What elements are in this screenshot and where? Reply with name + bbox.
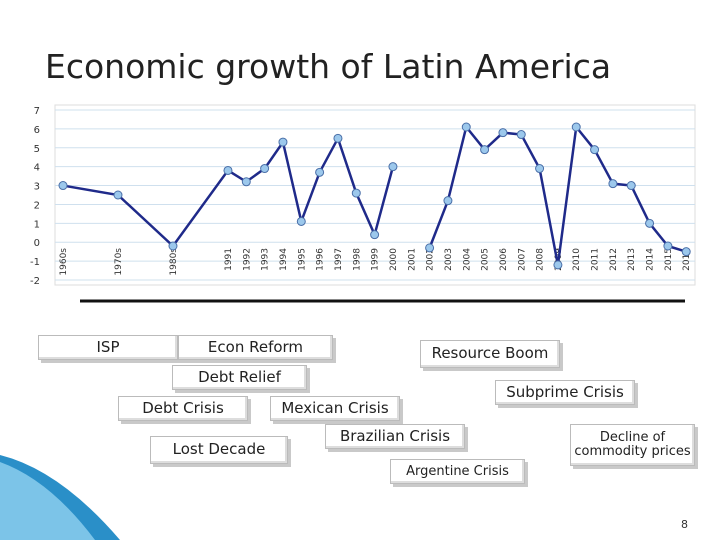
x-tick-label: 1998 [352,248,362,271]
y-tick-label: -2 [30,276,40,287]
y-tick-label: -1 [30,257,40,268]
x-tick-label: 2012 [609,248,619,271]
y-tick-label: 6 [34,125,40,136]
page-number: 8 [681,518,688,531]
annotation-box: ISP [38,335,178,360]
data-point [388,162,398,172]
x-tick-label: 1997 [334,248,344,271]
x-tick-label: 2006 [499,248,509,271]
data-point [223,165,233,175]
data-point [241,177,251,187]
y-tick-label: 4 [34,163,40,174]
x-tick-label: 2008 [536,248,546,271]
x-tick-label: 2016 [682,248,692,271]
annotation-box: Brazilian Crisis [325,424,465,449]
data-point [626,181,636,191]
y-tick-label: 5 [34,144,40,155]
x-tick-label: 1980s [169,248,179,276]
data-point [571,122,581,132]
x-tick-label: 1999 [371,248,381,271]
data-point [113,190,123,200]
x-tick-label: 1960s [59,248,69,276]
x-tick-label: 2010 [572,248,582,271]
x-tick-label: 2011 [591,248,601,271]
data-point [315,167,325,177]
x-tick-label: 1992 [242,248,252,271]
corner-decoration [0,462,95,540]
y-tick-label: 2 [34,200,40,211]
x-tick-label: 2005 [481,248,491,271]
annotation-box: Lost Decade [150,436,288,464]
x-tick-label: 2001 [407,248,417,271]
x-tick-label: 1996 [316,248,326,271]
y-tick-label: 3 [34,182,40,193]
data-point [168,241,178,251]
chart-title: Economic growth of Latin America [45,47,611,86]
y-tick-label: 1 [34,219,40,230]
x-tick-label: 2000 [389,248,399,271]
annotation-box: Resource Boom [420,340,560,368]
data-point [443,196,453,206]
x-tick-label: 2002 [426,248,436,271]
x-tick-label: 1995 [297,248,307,271]
x-tick-label: 2015 [664,248,674,271]
data-point [553,260,563,270]
data-point [516,130,526,140]
annotation-box: Econ Reform [178,335,333,360]
data-point [480,145,490,155]
data-point [425,243,435,253]
data-point [58,181,68,191]
x-tick-label: 2013 [627,248,637,271]
y-tick-label: 7 [34,106,40,117]
data-point [681,247,691,257]
plot-area [54,104,696,286]
annotation-box: Argentine Crisis [390,459,525,484]
data-point [370,230,380,240]
x-tick-label: 2014 [646,248,656,271]
annotation-box: Subprime Crisis [495,380,635,405]
x-tick-label: 2004 [462,248,472,271]
x-tick-label: 1993 [261,248,271,271]
data-point [663,241,673,251]
data-point [590,145,600,155]
annotation-box: Debt Crisis [118,396,248,421]
data-point [278,137,288,147]
data-point [296,216,306,226]
data-point [535,164,545,174]
x-tick-label: 1991 [224,248,234,271]
data-point [333,133,343,143]
annotation-box: Mexican Crisis [270,396,400,421]
data-point [461,122,471,132]
data-point [351,188,361,198]
data-point [645,218,655,228]
y-tick-label: 0 [34,238,40,249]
data-point [498,128,508,138]
x-tick-label: 1994 [279,248,289,271]
data-point [260,164,270,174]
annotation-box: Decline of commodity prices [570,424,695,466]
x-tick-label: 1970s [114,248,124,276]
x-tick-label: 2003 [444,248,454,271]
x-tick-label: 2007 [517,248,527,271]
data-point [608,179,618,189]
annotation-box: Debt Relief [172,365,307,390]
